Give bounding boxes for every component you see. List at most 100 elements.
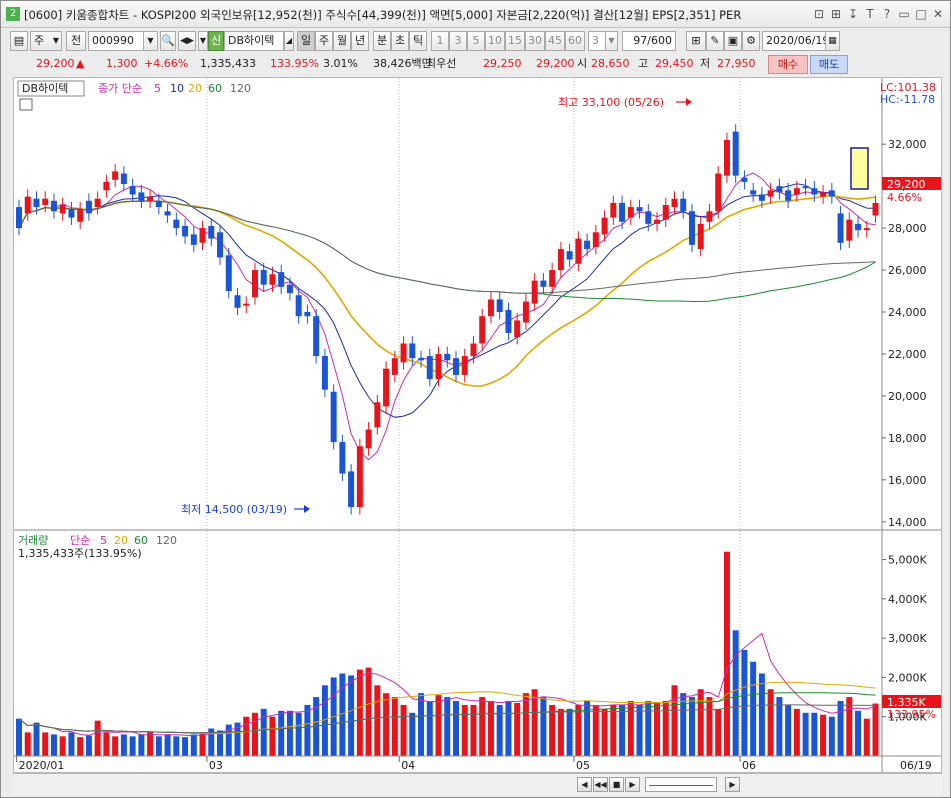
candle-body: [820, 192, 827, 197]
high-marker-arrowhead: [686, 98, 692, 106]
stock-name-dropdown-icon[interactable]: ◢: [284, 31, 294, 51]
period-unit-select[interactable]: 주 ▼: [30, 31, 62, 51]
candle-body: [68, 209, 75, 218]
chart-settings-icon[interactable]: ⊞: [686, 31, 706, 51]
candle-body: [173, 219, 180, 229]
candle-body: [348, 471, 355, 508]
minimize-button[interactable]: ▭: [898, 7, 910, 21]
chart-menu-icon[interactable]: ▤: [10, 31, 28, 51]
gear-icon[interactable]: ⚙: [742, 31, 760, 51]
candle-body: [645, 211, 652, 224]
moving-average-lines: [18, 172, 876, 461]
scroll-right-icon[interactable]: ▶: [725, 777, 740, 792]
new-badge[interactable]: 신: [208, 31, 224, 51]
open-label: 시: [577, 57, 588, 70]
candle-body: [182, 225, 189, 237]
volume-bar: [741, 649, 748, 756]
period-second-button[interactable]: 초: [391, 31, 409, 51]
volume-bar: [269, 716, 276, 756]
candle-body: [217, 232, 224, 258]
close-button[interactable]: ✕: [932, 7, 944, 21]
volume-bar: [68, 732, 75, 756]
volume-bar: [295, 712, 302, 756]
tools-icon[interactable]: ✎: [706, 31, 724, 51]
volume-bars: [16, 551, 879, 756]
volume-bar: [837, 701, 844, 756]
text-icon[interactable]: T: [866, 7, 874, 21]
min-15-button[interactable]: 15: [505, 31, 525, 51]
volume-bar: [409, 712, 416, 756]
maximize-button[interactable]: □: [915, 7, 927, 21]
stock-code-input[interactable]: 000990: [88, 31, 158, 51]
data-count-field[interactable]: 97/600: [622, 31, 676, 51]
volume-bar: [706, 697, 713, 756]
candle-body: [802, 186, 809, 189]
volume-bar: [627, 701, 634, 756]
period-week-button[interactable]: 주: [315, 31, 333, 51]
candle-body: [199, 228, 206, 243]
layout-icon[interactable]: ⊞: [830, 7, 842, 21]
volume-bar: [173, 736, 180, 756]
chart-canvas[interactable]: 14,000 16,000 18,000 20,000 22,000 24,000 26,0…: [14, 78, 941, 772]
volume-bar: [619, 704, 626, 756]
candle-body: [418, 358, 425, 361]
chart-area[interactable]: 14,000 16,000 18,000 20,000 22,000 24,000 26,0…: [13, 77, 942, 773]
legend-ma10: 10: [170, 82, 184, 95]
code-dropdown-icon[interactable]: ▼: [143, 31, 158, 51]
period-month-button[interactable]: 월: [333, 31, 351, 51]
volume-bar: [776, 697, 783, 756]
table-icon[interactable]: [19, 98, 33, 111]
candle-body: [461, 356, 468, 375]
candle-body: [225, 255, 232, 292]
candle-body: [138, 192, 145, 201]
volume-bar: [348, 675, 355, 756]
zoom-slider[interactable]: [645, 777, 717, 792]
speaker-icon[interactable]: ◀▶: [178, 31, 196, 51]
candle-body: [190, 234, 197, 245]
period-tick-button[interactable]: 틱: [409, 31, 427, 51]
volume-bar: [461, 704, 468, 756]
volume-ma-line-5: [18, 632, 876, 737]
calendar-icon[interactable]: ▦: [825, 31, 840, 51]
candle-body: [400, 343, 407, 363]
candle-body: [208, 225, 215, 239]
min-10-button[interactable]: 10: [485, 31, 505, 51]
buy-button[interactable]: 매수: [768, 55, 808, 74]
candle-body: [846, 219, 853, 241]
volume-bar: [190, 734, 197, 756]
price-legend-title: 종가 단순: [98, 82, 142, 95]
min-1-button[interactable]: 1: [431, 31, 449, 51]
min-5-button[interactable]: 5: [467, 31, 485, 51]
custom-minute-dropdown-icon[interactable]: ▼: [605, 31, 618, 51]
volume-bar: [418, 693, 425, 756]
help-icon[interactable]: ?: [883, 7, 891, 21]
candle-body: [619, 202, 626, 222]
min-30-button[interactable]: 30: [525, 31, 545, 51]
min-3-button[interactable]: 3: [449, 31, 467, 51]
candle-body: [269, 274, 276, 285]
min-45-button[interactable]: 45: [545, 31, 565, 51]
prev-button[interactable]: 전: [66, 31, 86, 51]
rewind-icon[interactable]: ◀◀: [593, 777, 608, 792]
candle-body: [697, 223, 704, 250]
volume-tag: [882, 695, 941, 708]
candle-body: [313, 316, 320, 357]
candle-body: [549, 270, 556, 287]
period-minute-button[interactable]: 분: [373, 31, 391, 51]
volume-bar: [688, 697, 695, 756]
min-60-button[interactable]: 60: [565, 31, 585, 51]
price-tick-label: 22,000: [888, 348, 927, 361]
volume-info: 1,335,433주(133.95%): [18, 547, 142, 560]
search-icon[interactable]: 🔍: [160, 31, 176, 51]
candle-body: [374, 402, 381, 428]
period-day-button[interactable]: 일: [297, 31, 315, 51]
play-icon[interactable]: ▶: [625, 777, 640, 792]
scroll-left-icon[interactable]: ◀: [577, 777, 592, 792]
period-year-button[interactable]: 년: [351, 31, 369, 51]
stop-icon[interactable]: ■: [609, 777, 624, 792]
link-window-icon[interactable]: ⊡: [813, 7, 825, 21]
pin-icon[interactable]: ↧: [847, 7, 859, 21]
save-icon[interactable]: ▣: [724, 31, 742, 51]
sell-button[interactable]: 매도: [810, 55, 848, 74]
speaker-dropdown-icon[interactable]: ▼: [198, 31, 208, 51]
